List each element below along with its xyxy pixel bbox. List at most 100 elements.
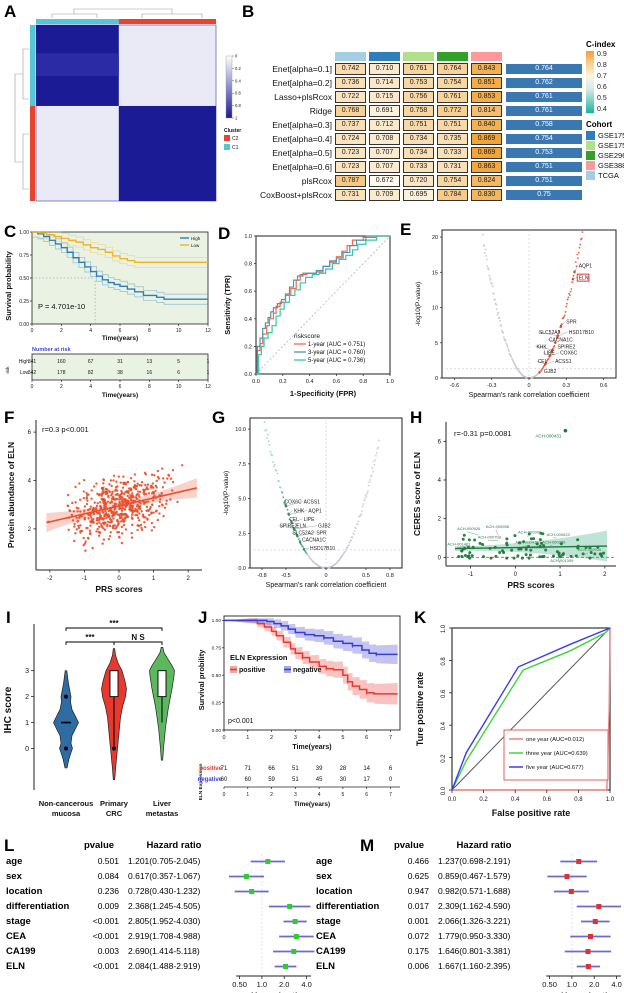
risk-count: 341 (28, 359, 37, 365)
forest-ci-svg (261, 899, 311, 914)
scatter-xlabel: PRS scores (95, 584, 143, 594)
cindex-cell: 0.723 (335, 147, 366, 159)
significance-label: *** (85, 633, 95, 642)
hr-marker (292, 919, 298, 924)
scatter-point (98, 511, 101, 514)
scatter-point (77, 524, 80, 527)
x-tick-label: 0.0 (448, 797, 457, 803)
scatter-point (561, 553, 565, 557)
km-curve-positive (224, 619, 398, 695)
cindex-cell: 0.751 (437, 119, 468, 131)
y-tick-label: 0.6 (441, 689, 447, 698)
gene-label: AQP1 (579, 263, 593, 269)
axis-tick-label: 1.0 (257, 980, 267, 989)
scatter-point (156, 518, 160, 522)
scatter-point (104, 521, 107, 524)
km-plot-riskscore: High Low P = 4.701e-10 0.00 0.25 0.50 0.75 1.00… (4, 230, 211, 399)
volcano-point (502, 331, 505, 334)
scatter-point (121, 500, 124, 504)
cellline-leader-line (495, 529, 499, 536)
y-tick-label: 0.0 (238, 566, 246, 572)
scatter-point (135, 485, 139, 488)
scatter-point (149, 486, 153, 489)
cindex-cell: 0.722 (335, 91, 366, 103)
volcano-point (484, 251, 486, 254)
risk-x-tick-label: 0 (31, 384, 34, 390)
scatter-point (128, 506, 131, 509)
y-tick-label: 0.2 (244, 344, 252, 350)
cohort-column-swatch (403, 52, 434, 61)
labeled-gene-point (571, 278, 575, 281)
scatter-point (517, 547, 521, 551)
volcano-point (377, 446, 379, 449)
gene-leader-line (552, 346, 557, 351)
scatter-point (93, 501, 96, 504)
scatter-point (136, 490, 140, 493)
scatter-point (80, 529, 84, 533)
forest-row-plot (229, 959, 315, 974)
roc-curve (256, 235, 390, 375)
km-curve-negative (224, 619, 398, 656)
volcano-point (568, 294, 571, 297)
scatter-point (581, 552, 585, 556)
forest-row-plot (229, 899, 315, 914)
scatter-point (157, 477, 161, 480)
scatter-point (494, 554, 498, 558)
scatter-point (501, 549, 505, 553)
labeled-gene-point (556, 335, 559, 338)
scatter-point (122, 523, 126, 527)
cluster-legend-label: C2 (232, 136, 239, 142)
cindex-cell: 0.734 (403, 133, 434, 145)
volcano-point (498, 316, 501, 319)
scatter-point (76, 510, 79, 513)
scatter-point (126, 481, 130, 484)
gene-leader-line (547, 339, 556, 343)
scatter-point (85, 496, 89, 499)
forest-row-hr-text: 2.309(1.162-4.590) (438, 901, 511, 911)
scatter-point (158, 512, 161, 515)
scatter-point (144, 525, 147, 529)
y-tick-label: 0.8 (244, 262, 252, 268)
volcano-point (484, 248, 487, 251)
roc-xlabel: False positive rate (492, 808, 571, 818)
risk-x-tick-label: 8 (148, 384, 151, 390)
volcano-point (506, 344, 508, 347)
forest-row-name: age (316, 856, 333, 867)
km-ci-line (32, 231, 208, 295)
cindex-cell: 0.710 (369, 63, 400, 75)
volcano-point (495, 308, 498, 310)
annotation-left-c1 (30, 25, 35, 106)
forest-row-hr-text: 1.646(0.801-3.381) (438, 946, 511, 956)
scatter-point (95, 504, 99, 508)
forest-row-name: CA199 (6, 946, 36, 957)
scatter-point (82, 496, 86, 500)
cindex-cell: 0.731 (437, 161, 468, 173)
cohort-legend-title: Cohort (586, 120, 613, 129)
forest-row-name: CEA (316, 931, 337, 942)
scatter-points (47, 464, 184, 552)
panel-letter-H: H (410, 408, 423, 427)
panel-E: E AQP1 ELN SPR SLC52A2 HSD17B10 CACNA1C KHK SPI… (398, 220, 624, 414)
scatter-point (108, 521, 112, 524)
scatter-point (101, 542, 104, 545)
x-tick-label: 0.2 (279, 379, 287, 385)
volcano-point (272, 465, 275, 468)
cluster-legend-label: C1 (232, 145, 239, 151)
forest-row-plot (229, 914, 315, 929)
scatter-point (154, 489, 157, 493)
scatter-point (138, 495, 141, 498)
scatter-point (147, 500, 150, 503)
scatter-point (96, 502, 99, 505)
x-tick-label: 0.8 (359, 379, 367, 385)
risk-count: 39 (316, 766, 323, 772)
colorbar-tick-label: 0.4 (235, 78, 241, 83)
scatter-point (130, 492, 134, 495)
scatter-point (78, 498, 82, 501)
risk-count: 13 (147, 359, 153, 365)
scatter-point (84, 549, 87, 552)
cohort-column-swatch (471, 52, 502, 61)
gene-leader-line (300, 539, 302, 543)
volcano-point (266, 433, 269, 436)
scatter-point (143, 493, 146, 496)
